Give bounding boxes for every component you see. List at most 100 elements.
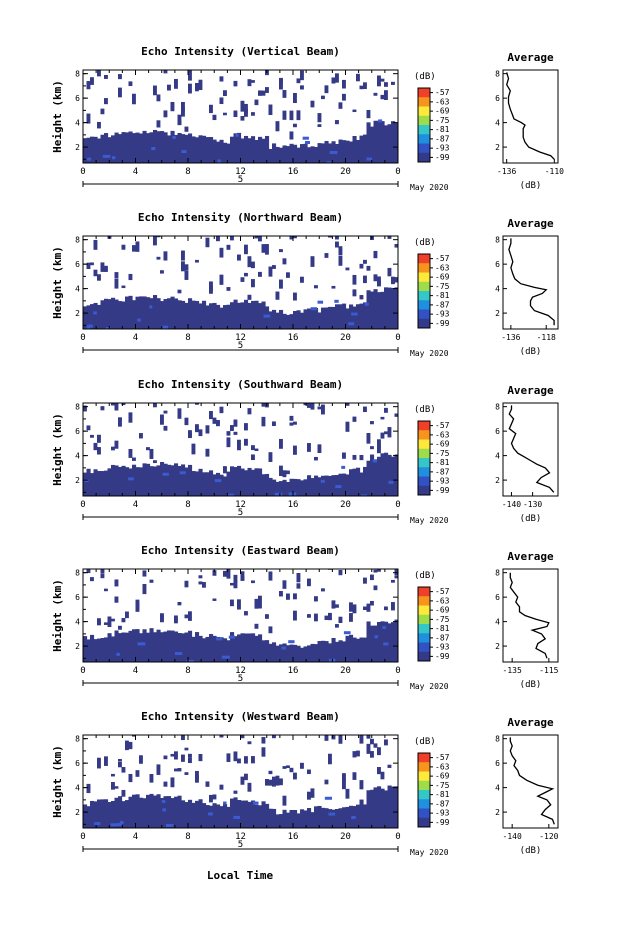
echo-cell bbox=[114, 797, 119, 828]
echo-cell bbox=[384, 606, 388, 611]
profile-x-tick-label: -118 bbox=[537, 333, 556, 342]
echo-cell bbox=[261, 747, 266, 757]
echo-cell bbox=[244, 423, 248, 431]
echo-cell bbox=[181, 464, 186, 496]
echo-cell bbox=[160, 301, 165, 329]
echo-cell bbox=[324, 140, 329, 163]
echo-cell bbox=[198, 575, 203, 579]
echo-cell bbox=[170, 465, 175, 496]
echo-cell bbox=[258, 303, 263, 329]
echo-cell bbox=[314, 307, 319, 329]
echo-cell bbox=[268, 643, 273, 662]
echo-cell bbox=[307, 443, 311, 452]
echo-cell bbox=[237, 439, 241, 451]
echo-cell bbox=[244, 103, 248, 114]
echo-cell bbox=[293, 445, 297, 455]
echo-cell bbox=[307, 614, 311, 618]
colorbar-unit: (dB) bbox=[414, 238, 436, 248]
echo-cell bbox=[94, 822, 101, 826]
echo-cell bbox=[289, 314, 294, 329]
echo-cell bbox=[335, 624, 339, 628]
colorbar-tick-label: -93 bbox=[435, 144, 450, 153]
echo-cell bbox=[83, 138, 88, 163]
echo-cell bbox=[279, 481, 284, 496]
echo-cell bbox=[128, 412, 133, 423]
echo-cell bbox=[149, 579, 154, 583]
echo-cell bbox=[181, 250, 185, 261]
echo-cell bbox=[142, 629, 147, 662]
echo-cell bbox=[282, 313, 287, 329]
echo-cell bbox=[100, 300, 105, 329]
echo-cell bbox=[149, 774, 154, 783]
colorbar-tick-label: -69 bbox=[435, 606, 450, 615]
echo-cell bbox=[118, 134, 123, 163]
echo-heatmap bbox=[83, 560, 398, 662]
echo-cell bbox=[118, 74, 122, 80]
echo-cell bbox=[373, 459, 378, 496]
echo-cell bbox=[146, 632, 151, 662]
echo-cell bbox=[114, 403, 119, 411]
echo-cell bbox=[359, 135, 364, 163]
echo-cell bbox=[265, 614, 269, 619]
echo-cell bbox=[363, 804, 368, 828]
echo-cell bbox=[275, 775, 280, 786]
echo-cell bbox=[296, 147, 301, 163]
echo-cell bbox=[177, 132, 182, 163]
echo-cell bbox=[342, 140, 347, 163]
echo-cell bbox=[237, 634, 242, 662]
echo-cell bbox=[171, 61, 175, 68]
echo-cell bbox=[377, 292, 382, 329]
echo-cell bbox=[153, 560, 157, 569]
echo-cell bbox=[121, 465, 126, 496]
echo-cell bbox=[149, 305, 153, 309]
echo-cell bbox=[174, 751, 178, 760]
profile-y-tick-label: 6 bbox=[495, 260, 500, 269]
echo-cell bbox=[174, 134, 179, 163]
echo-cell bbox=[282, 470, 287, 478]
echo-cell bbox=[384, 125, 389, 163]
echo-cell bbox=[214, 479, 222, 483]
echo-cell bbox=[132, 735, 136, 737]
echo-cell bbox=[226, 493, 235, 496]
echo-cell bbox=[335, 304, 340, 329]
colorbar-tick-label: -81 bbox=[435, 458, 450, 467]
echo-cell bbox=[247, 467, 252, 496]
echo-cell bbox=[345, 267, 350, 271]
echo-cell bbox=[198, 635, 203, 662]
echo-cell bbox=[86, 305, 91, 329]
echo-cell bbox=[335, 120, 339, 125]
panel-ylabel: Height (km) bbox=[51, 579, 64, 652]
echo-cell bbox=[279, 591, 283, 597]
echo-cell bbox=[293, 292, 297, 301]
echo-cell bbox=[160, 797, 165, 828]
echo-cell bbox=[90, 473, 95, 496]
x-tick-label: 0 bbox=[395, 500, 400, 510]
echo-cell bbox=[317, 113, 322, 123]
echo-cell bbox=[117, 823, 122, 827]
echo-cell bbox=[387, 785, 392, 828]
echo-cell bbox=[293, 92, 297, 104]
x-tick-label: 12 bbox=[235, 666, 246, 676]
echo-cell bbox=[293, 421, 297, 425]
x-tick-label: 20 bbox=[340, 666, 351, 676]
echo-cell bbox=[223, 801, 227, 805]
echo-cell bbox=[111, 464, 116, 496]
echo-cell bbox=[156, 94, 161, 102]
echo-cell bbox=[223, 305, 228, 329]
echo-cell bbox=[100, 573, 105, 579]
panel-ylabel: Height (km) bbox=[51, 413, 64, 486]
echo-cell bbox=[345, 635, 350, 662]
panel-2: Echo Intensity (Southward Beam) 2 4 6 8 Heigh… bbox=[51, 378, 559, 525]
echo-cell bbox=[346, 730, 350, 733]
echo-cell bbox=[191, 300, 196, 329]
colorbar-tick-label: -87 bbox=[435, 134, 450, 143]
echo-cell bbox=[111, 63, 115, 69]
echo-cell bbox=[268, 626, 273, 634]
echo-cell bbox=[86, 468, 91, 496]
panel-title: Echo Intensity (Vertical Beam) bbox=[141, 45, 340, 58]
echo-cell bbox=[251, 445, 255, 451]
echo-cell bbox=[156, 120, 161, 128]
echo-cell bbox=[258, 599, 262, 609]
panel-title: Echo Intensity (Westward Beam) bbox=[141, 710, 340, 723]
echo-cell bbox=[331, 600, 336, 609]
